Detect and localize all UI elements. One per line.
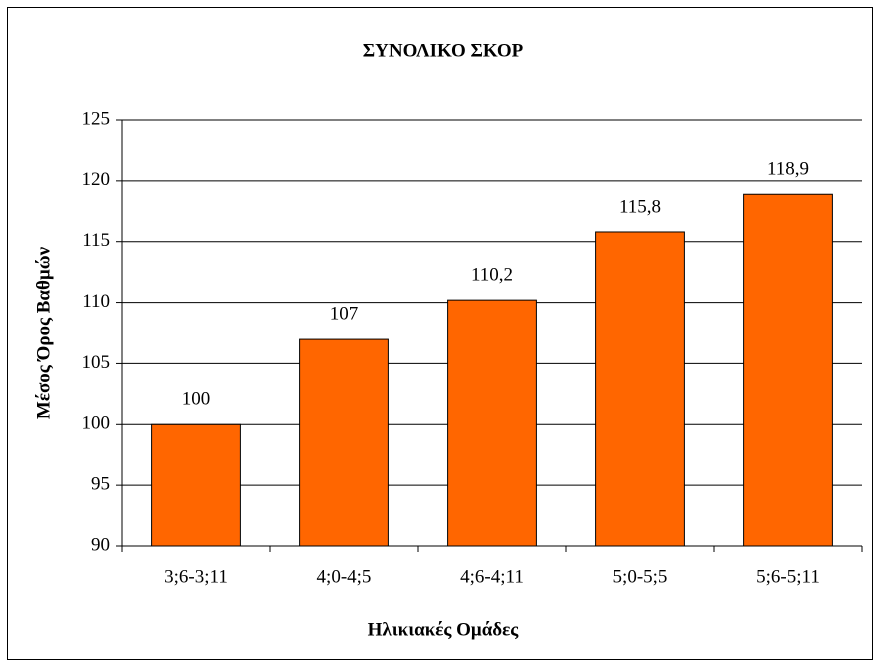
x-tick-label: 4;0-4;5 [317,566,372,587]
bar [743,193,833,547]
x-axis-label: Ηλικιακές Ομάδες [368,619,520,640]
y-tick-label: 95 [91,474,110,495]
chart-title: ΣΥΝΟΛΙΚΟ ΣΚΟΡ [363,40,524,61]
data-label: 115,8 [619,196,661,217]
data-label: 118,9 [767,159,809,180]
data-label: 100 [182,389,211,410]
chart-border [7,7,873,660]
bar [151,423,241,547]
y-axis-label: Μέσος Όρος Βαθμών [33,246,54,419]
data-label: 110,2 [471,264,513,285]
y-tick-label: 105 [82,352,111,373]
bar [447,299,537,547]
y-tick-label: 110 [82,291,110,312]
x-tick-label: 5;6-5;11 [756,566,820,587]
y-tick-label: 90 [91,534,110,555]
data-label: 107 [330,303,359,324]
x-tick-label: 5;0-5;5 [613,566,668,587]
y-tick-label: 115 [82,230,110,251]
bar [299,338,389,547]
bar [595,231,685,547]
x-tick-label: 4;6-4;11 [460,566,524,587]
y-tick-label: 125 [82,108,111,129]
y-tick-label: 120 [82,169,111,190]
y-tick-label: 100 [82,413,111,434]
x-tick-label: 3;6-3;11 [164,566,228,587]
